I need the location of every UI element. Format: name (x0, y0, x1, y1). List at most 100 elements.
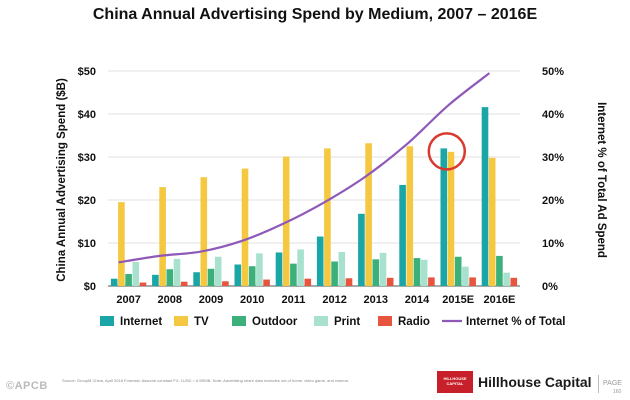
bar-print-2015e (462, 266, 469, 286)
bar-print-2011 (297, 249, 304, 286)
bar-outdoor-2016e (496, 255, 503, 286)
bar-outdoor-2007 (125, 273, 132, 286)
bar-outdoor-2015e (454, 256, 462, 286)
x-tick-label: 2013 (364, 294, 388, 306)
bar-internet-2013 (358, 213, 365, 286)
bars-group (110, 107, 518, 287)
bar-outdoor-2011 (290, 263, 297, 286)
legend-label: Print (334, 316, 360, 328)
bar-radio-2011 (304, 278, 312, 286)
legend-label: Internet % of Total (466, 316, 565, 328)
bar-internet-2007 (110, 278, 118, 286)
y-axis-label-left: China Annual Advertising Spend ($B) (56, 78, 68, 282)
legend-label: TV (194, 316, 209, 328)
bar-print-2007 (132, 261, 140, 286)
bar-outdoor-2013 (372, 259, 380, 286)
gridlines (108, 70, 520, 287)
y-tick-right: 30% (542, 152, 564, 164)
x-tick-label: 2010 (240, 294, 264, 306)
bar-internet-2009 (193, 272, 200, 286)
y-tick-left: $20 (78, 195, 96, 207)
x-tick-label: 2014 (405, 294, 430, 306)
bar-print-2010 (256, 253, 263, 286)
bar-outdoor-2012 (331, 261, 338, 286)
bar-outdoor-2009 (207, 268, 215, 286)
bar-print-2009 (214, 256, 222, 286)
bar-tv-2008 (159, 187, 166, 286)
bar-radio-2012 (345, 278, 353, 286)
highlight-circle (427, 132, 467, 171)
bar-radio-2013 (386, 277, 394, 286)
page-number: 160 (613, 389, 622, 395)
x-tick-label: 2011 (281, 294, 305, 306)
bar-internet-2015e (440, 148, 448, 286)
legend-swatch-internet (100, 316, 114, 326)
bar-internet-2008 (152, 274, 159, 286)
legend: Internet TV Outdoor Print Radio Internet % of… (100, 316, 565, 328)
legend-label: Radio (398, 316, 430, 328)
advertising-chart: $0 $10 $20 $30 $40 $50 0% 10% 20% 30% 40% 50% 2007… (56, 66, 607, 328)
footer-separator (598, 375, 599, 393)
bar-tv-2010 (241, 168, 249, 286)
bar-internet-2016e (481, 107, 489, 287)
bar-radio-2007 (139, 282, 147, 286)
bar-print-2016e (503, 272, 510, 286)
bar-outdoor-2010 (248, 266, 256, 286)
x-axis-ticks: 2007 2008 2009 2010 2011 2012 2013 2014 2015E 201… (116, 294, 515, 306)
y-tick-right: 40% (542, 109, 564, 121)
logo-line-1: HILLHOUSE (443, 376, 467, 381)
highlight-group (427, 132, 467, 171)
y-tick-right: 10% (542, 238, 564, 250)
x-tick-label: 2009 (199, 294, 223, 306)
bar-print-2012 (338, 252, 346, 286)
legend-swatch-print (314, 316, 328, 326)
legend-label: Outdoor (252, 316, 298, 328)
legend-swatch-radio (378, 316, 392, 326)
right-axis-ticks: 0% 10% 20% 30% 40% 50% (542, 66, 564, 293)
bar-radio-2009 (222, 281, 229, 286)
left-axis-ticks: $0 $10 $20 $30 $40 $50 (78, 66, 96, 293)
brand-name: Hillhouse Capital (478, 374, 592, 390)
bar-internet-2010 (234, 264, 242, 286)
legend-swatch-outdoor (232, 316, 246, 326)
source-footnote: Source: GroupM China, April 2016 Forecas… (62, 378, 349, 383)
bar-tv-2007 (118, 202, 125, 286)
x-tick-label: 2016E (483, 294, 515, 306)
chart-title: China Annual Advertising Spend by Medium… (92, 6, 538, 23)
y-tick-left: $50 (78, 66, 96, 78)
x-tick-label: 2015E (442, 294, 474, 306)
hillhouse-logo: HILLHOUSE CAPITAL (437, 371, 473, 393)
bar-internet-2014 (399, 184, 406, 286)
bar-tv-2013 (365, 143, 372, 286)
y-tick-left: $0 (84, 281, 96, 293)
bar-print-2013 (379, 252, 387, 286)
x-tick-label: 2008 (158, 294, 182, 306)
y-tick-left: $10 (78, 238, 96, 250)
x-tick-label: 2012 (322, 294, 346, 306)
y-tick-right: 0% (542, 281, 558, 293)
internet-share-line (118, 72, 491, 264)
bar-radio-2008 (180, 281, 188, 286)
y-tick-left: $30 (78, 152, 96, 164)
bar-radio-2016e (510, 277, 518, 286)
bar-print-2014 (420, 259, 428, 286)
legend-swatch-tv (174, 316, 188, 326)
bar-tv-2012 (324, 148, 331, 286)
bar-outdoor-2014 (413, 258, 421, 286)
y-tick-right: 20% (542, 195, 564, 207)
watermark: ©APCB (6, 380, 48, 392)
bar-print-2008 (173, 258, 181, 286)
bar-internet-2011 (275, 252, 283, 286)
bar-tv-2015e (447, 151, 455, 286)
bar-radio-2014 (428, 277, 435, 286)
legend-label: Internet (120, 316, 162, 328)
y-tick-left: $40 (78, 109, 96, 121)
bar-tv-2016e (488, 157, 496, 286)
bar-tv-2009 (200, 177, 208, 286)
bar-radio-2015e (469, 277, 476, 286)
bar-tv-2014 (406, 146, 414, 286)
bar-outdoor-2008 (166, 269, 174, 286)
x-tick-label: 2007 (116, 294, 140, 306)
y-axis-label-right: Internet % of Total Ad Spend (595, 102, 607, 258)
bar-radio-2010 (263, 279, 270, 286)
